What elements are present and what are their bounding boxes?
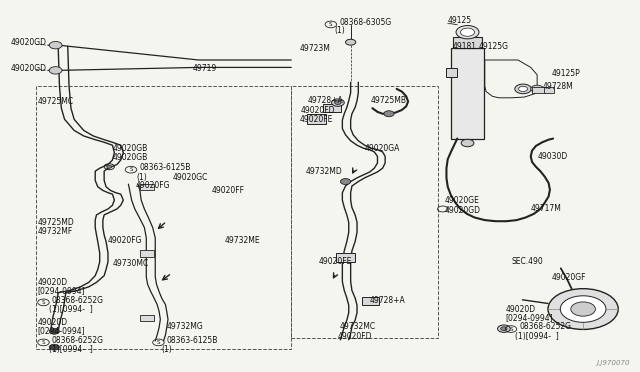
Text: 49020GF: 49020GF xyxy=(551,273,586,282)
Text: [0294-0994]: [0294-0994] xyxy=(38,286,85,295)
Text: 49125G: 49125G xyxy=(478,42,508,51)
Text: 49181: 49181 xyxy=(453,42,477,51)
Text: (1)[0994-  ]: (1)[0994- ] xyxy=(515,332,559,341)
Bar xyxy=(323,104,341,112)
Text: 49030D: 49030D xyxy=(537,152,568,161)
Text: 49125: 49125 xyxy=(448,16,472,25)
Text: 08363-6125B: 08363-6125B xyxy=(167,336,218,344)
Text: 08368-6252G: 08368-6252G xyxy=(52,296,104,305)
Bar xyxy=(446,68,458,77)
Bar xyxy=(140,315,154,321)
Text: 49725MB: 49725MB xyxy=(371,96,407,105)
Bar xyxy=(451,48,484,138)
Text: 49020GB: 49020GB xyxy=(113,153,148,162)
Circle shape xyxy=(384,111,394,117)
Bar xyxy=(140,184,154,190)
Text: 49020GD: 49020GD xyxy=(445,206,481,215)
Text: S: S xyxy=(129,167,132,172)
Circle shape xyxy=(335,101,341,105)
Text: S: S xyxy=(42,340,45,345)
Bar xyxy=(454,37,481,48)
Text: SEC.490: SEC.490 xyxy=(511,257,543,266)
Circle shape xyxy=(332,99,344,106)
Bar xyxy=(362,297,380,305)
Text: 49020D: 49020D xyxy=(38,278,68,287)
Text: 49020GD: 49020GD xyxy=(10,38,46,47)
Text: 49728+A: 49728+A xyxy=(307,96,343,105)
Text: (1)[0994-  ]: (1)[0994- ] xyxy=(49,305,92,314)
Circle shape xyxy=(49,67,62,74)
Circle shape xyxy=(518,86,527,92)
Circle shape xyxy=(346,39,356,45)
Text: 49725MD: 49725MD xyxy=(38,218,74,227)
Circle shape xyxy=(107,165,112,168)
Text: 49020FD: 49020FD xyxy=(338,332,372,341)
Circle shape xyxy=(560,296,606,322)
Text: 49020GA: 49020GA xyxy=(365,144,400,153)
Text: 49020FE: 49020FE xyxy=(300,115,333,124)
Circle shape xyxy=(571,302,595,316)
Circle shape xyxy=(49,41,62,49)
Text: 49020FG: 49020FG xyxy=(108,236,143,245)
Text: 08363-6125B: 08363-6125B xyxy=(140,163,191,172)
Text: S: S xyxy=(509,327,513,331)
Circle shape xyxy=(500,327,507,331)
Text: 49732MC: 49732MC xyxy=(339,322,375,331)
Text: 49125P: 49125P xyxy=(551,69,580,78)
Text: S: S xyxy=(157,340,160,345)
Bar xyxy=(336,253,355,262)
Bar xyxy=(543,87,554,93)
Circle shape xyxy=(548,289,618,330)
Text: 49732MD: 49732MD xyxy=(306,167,342,176)
Text: 49020D: 49020D xyxy=(505,305,535,314)
Text: 49020GE: 49020GE xyxy=(445,196,479,205)
Text: 49728+A: 49728+A xyxy=(370,296,406,305)
Circle shape xyxy=(461,139,474,147)
Circle shape xyxy=(531,85,543,93)
Text: S: S xyxy=(329,22,333,27)
Text: 49020FF: 49020FF xyxy=(211,186,244,195)
Text: (1): (1) xyxy=(334,26,345,35)
Text: 49020FD: 49020FD xyxy=(301,106,335,115)
Text: [0294-0994]: [0294-0994] xyxy=(38,326,85,335)
Text: 49728M: 49728M xyxy=(542,83,573,92)
Text: 08368-6252G: 08368-6252G xyxy=(52,336,104,344)
Text: [0294-0994]: [0294-0994] xyxy=(505,313,553,323)
Circle shape xyxy=(340,179,351,185)
Text: 49020FG: 49020FG xyxy=(136,182,171,190)
Text: 49725MC: 49725MC xyxy=(38,97,74,106)
Bar xyxy=(140,250,154,257)
Text: (1): (1) xyxy=(136,173,147,182)
Text: S: S xyxy=(42,300,45,305)
Circle shape xyxy=(461,28,474,36)
Text: 49020GD: 49020GD xyxy=(10,64,46,73)
Text: 49732MG: 49732MG xyxy=(167,322,204,331)
Bar xyxy=(307,115,326,124)
Text: 49020D: 49020D xyxy=(38,318,68,327)
Circle shape xyxy=(497,325,510,333)
Text: 49020GC: 49020GC xyxy=(173,173,209,182)
Text: 08368-6252G: 08368-6252G xyxy=(519,322,572,331)
Text: 08368-6305G: 08368-6305G xyxy=(339,17,392,27)
Text: (1): (1) xyxy=(162,344,172,353)
Text: 49717M: 49717M xyxy=(531,204,562,213)
Text: 49020FE: 49020FE xyxy=(319,257,352,266)
Text: 49719: 49719 xyxy=(192,64,216,73)
Text: 49732ME: 49732ME xyxy=(224,235,260,244)
Circle shape xyxy=(456,26,479,39)
Text: 49020GB: 49020GB xyxy=(113,144,148,153)
Text: (1)[0994-  ]: (1)[0994- ] xyxy=(49,344,92,353)
Circle shape xyxy=(49,344,60,350)
Bar xyxy=(532,87,545,93)
Circle shape xyxy=(49,328,60,334)
Text: 49732MF: 49732MF xyxy=(38,227,73,236)
Circle shape xyxy=(515,84,531,94)
Text: J.J970070: J.J970070 xyxy=(596,360,630,366)
Text: 49730MC: 49730MC xyxy=(113,259,148,268)
Text: 49723M: 49723M xyxy=(300,44,330,53)
